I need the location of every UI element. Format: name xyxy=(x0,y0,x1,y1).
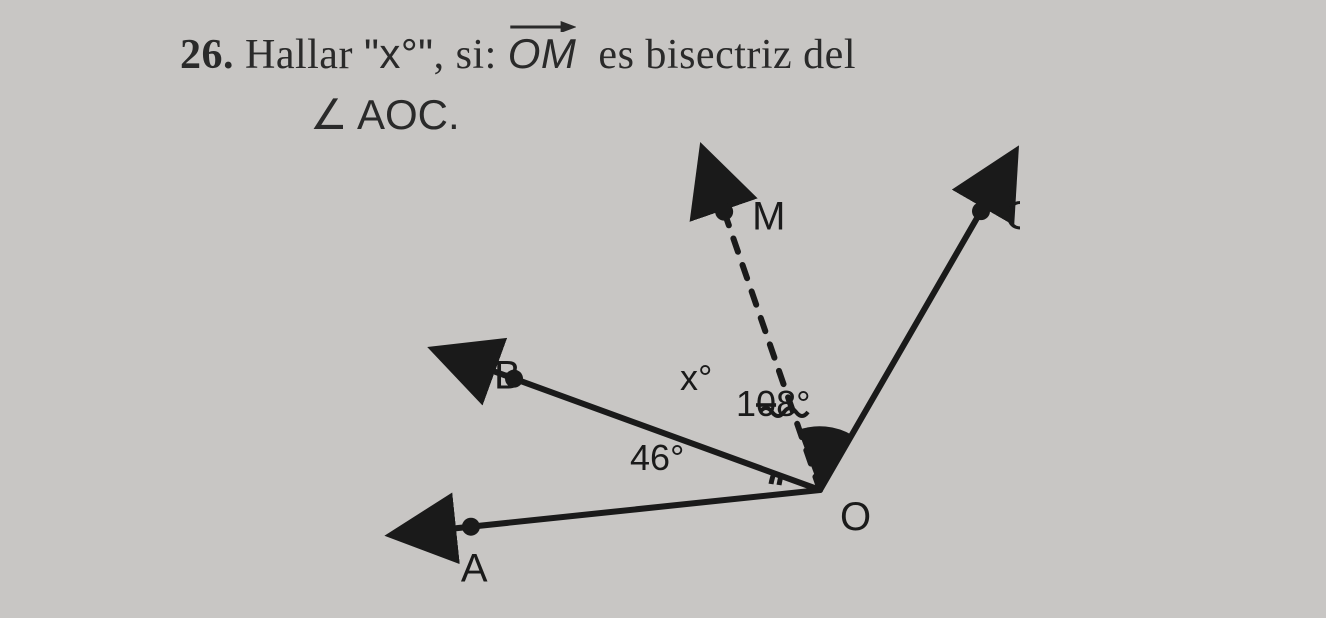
geometry-diagram: A B M C O x° 46° 108° xyxy=(260,90,1020,610)
page: { "problem": { "number": "26.", "line1_a… xyxy=(0,0,1326,618)
ray-OM-symbol: OM xyxy=(508,30,577,78)
problem-statement-line1: 26. Hallar "x°", si: OM es bisectriz del xyxy=(180,30,856,79)
ray-OM-text: OM xyxy=(508,30,577,77)
rays-group: A B M C xyxy=(432,187,1020,591)
point-C xyxy=(972,202,990,220)
text-hallar: Hallar xyxy=(245,32,353,78)
point-A xyxy=(462,518,480,536)
text-bisectriz: es bisectriz del xyxy=(598,32,856,78)
ray-label-A: A xyxy=(461,547,488,591)
ray-label-M: M xyxy=(752,195,785,239)
angle-label-46: 46° xyxy=(630,437,684,478)
ray-arrow-icon xyxy=(508,18,577,32)
ray-label-B: B xyxy=(494,354,521,398)
angle-tick-arc-1 xyxy=(779,474,782,485)
angle-label-108: 108° xyxy=(736,383,810,424)
problem-number: 26. xyxy=(180,32,234,78)
text-x-var: "x°" xyxy=(364,30,434,77)
text-si: , si: xyxy=(434,32,497,78)
ray-A xyxy=(432,490,820,531)
ray-label-C: C xyxy=(1005,194,1020,238)
angle-label-x: x° xyxy=(680,357,712,398)
point-label-O: O xyxy=(840,495,871,539)
point-M xyxy=(715,203,733,221)
angle-tick-arc-2 xyxy=(771,471,775,484)
